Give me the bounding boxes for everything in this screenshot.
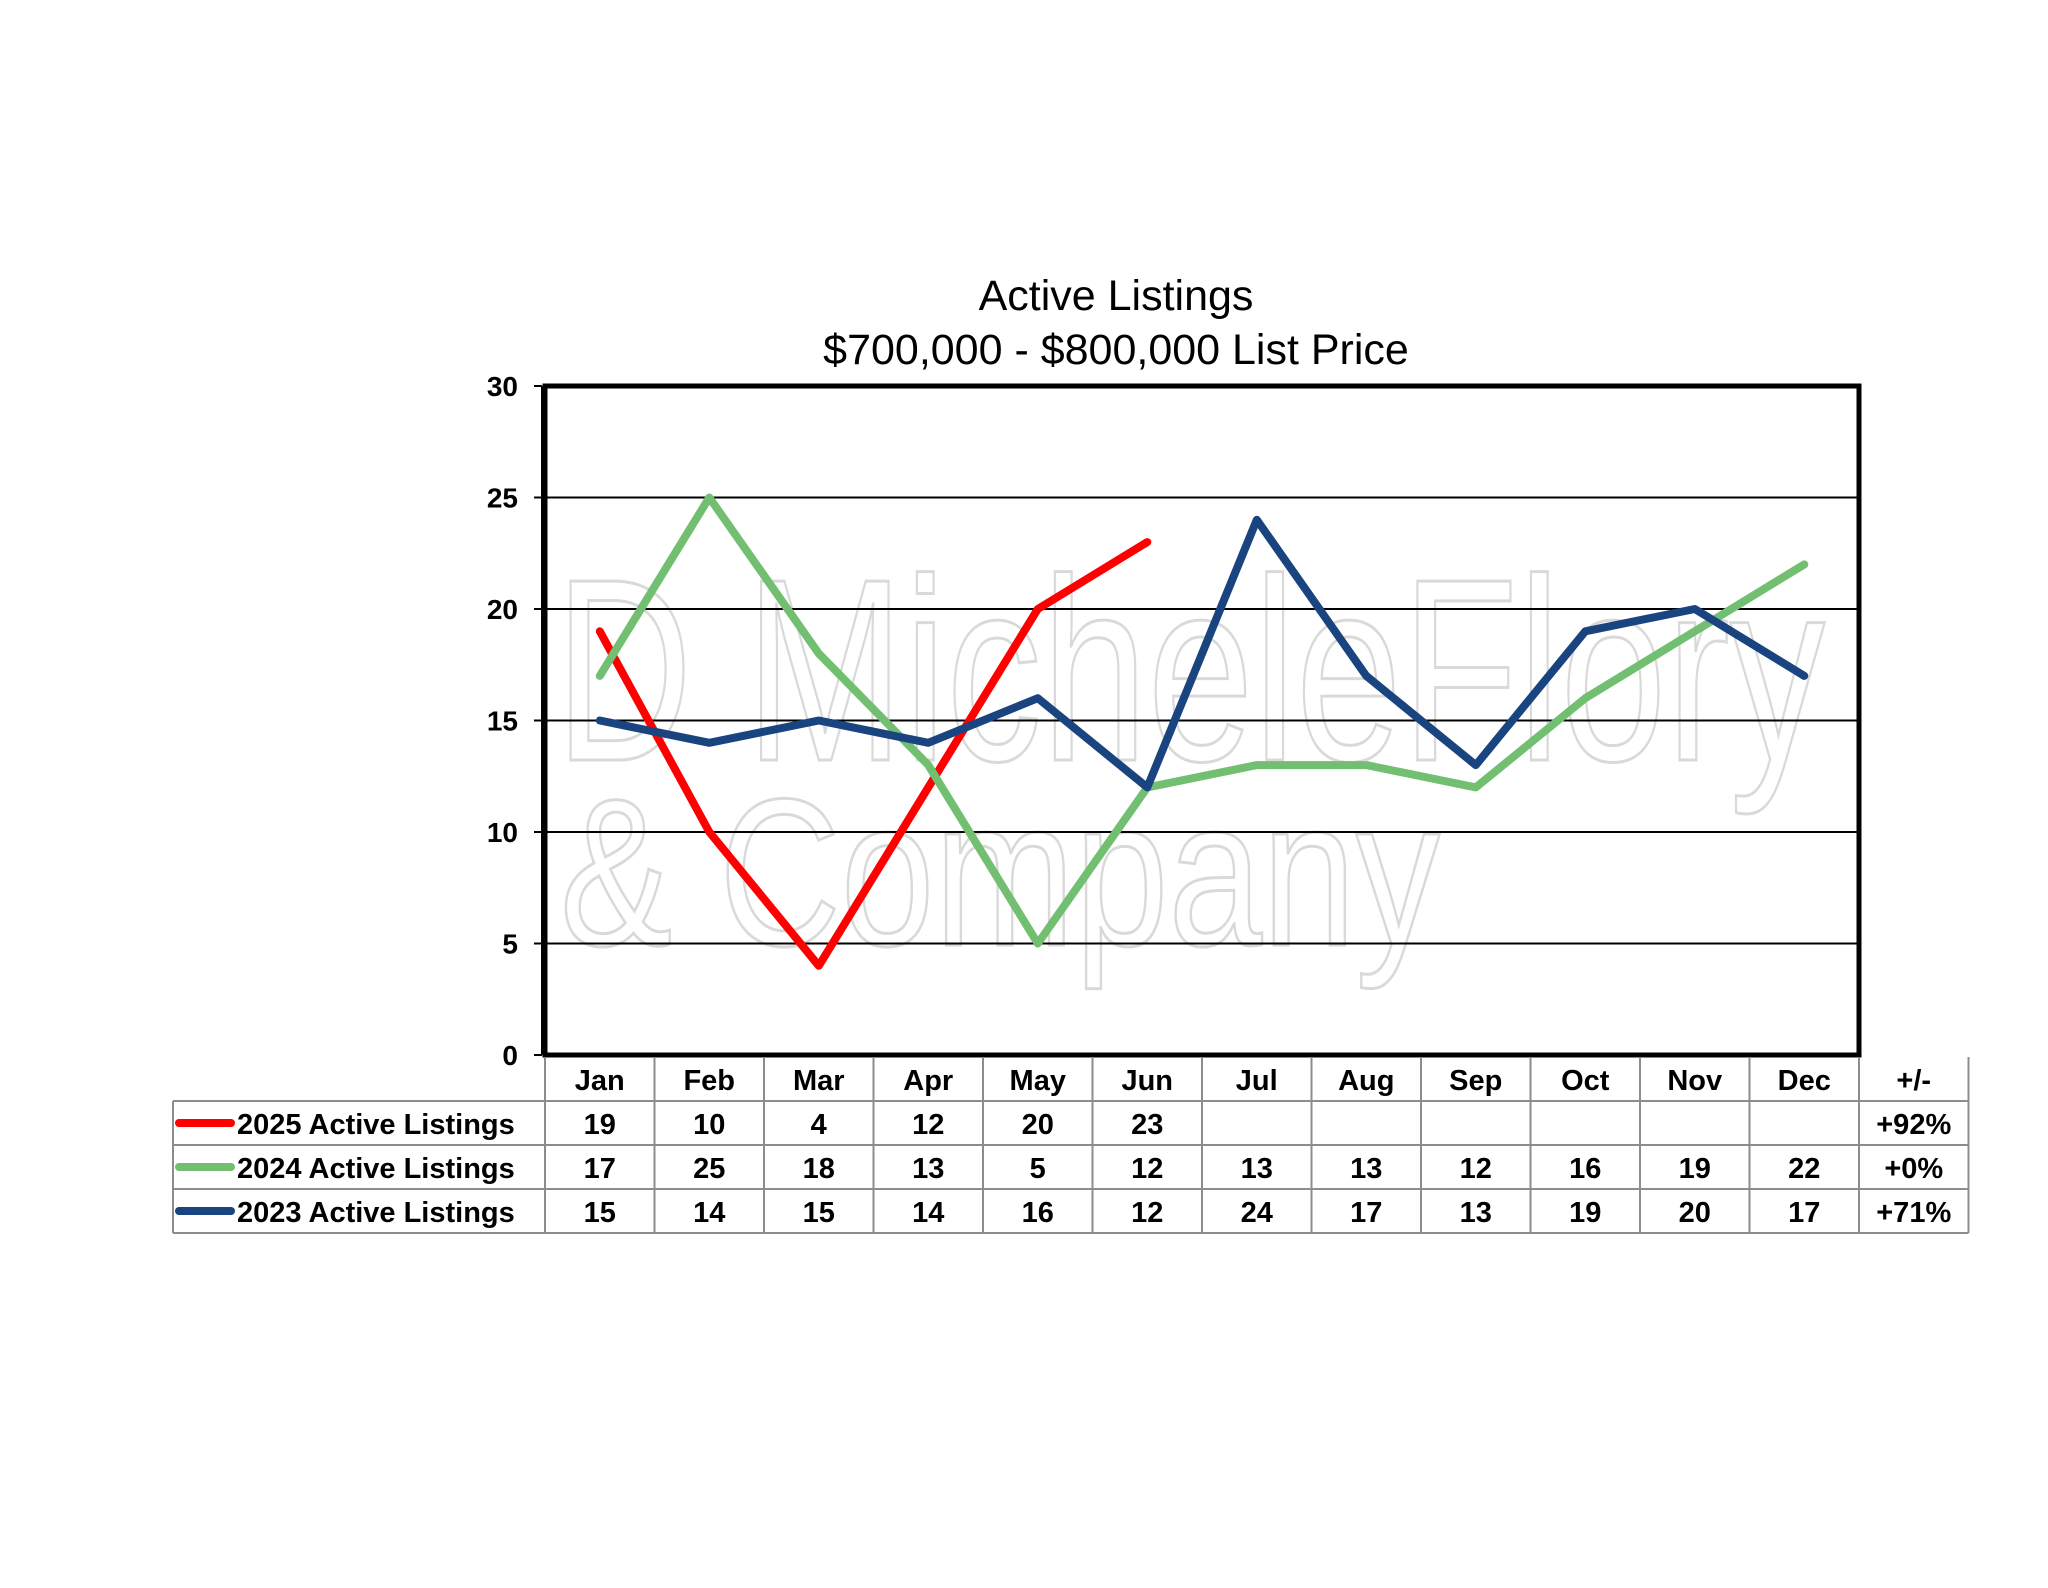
legend-label-3: 2023 Active Listings: [237, 1197, 515, 1229]
table-header-month: Jan: [575, 1065, 625, 1097]
watermark: D MicheleFlory & Company: [554, 525, 1827, 992]
table-header-month: Mar: [793, 1065, 845, 1097]
y-tick-label: 10: [487, 817, 518, 848]
table-cell: 19: [584, 1109, 616, 1141]
y-tick-label: 25: [487, 483, 518, 514]
table-cell: 13: [912, 1153, 944, 1185]
table-cell: 12: [912, 1109, 944, 1141]
table-cell: 4: [811, 1109, 827, 1141]
table-cell: 17: [1350, 1197, 1382, 1229]
series-line-3: [595, 515, 1809, 792]
table-cell: 20: [1679, 1197, 1711, 1229]
table-cell-change: +92%: [1876, 1109, 1951, 1141]
table-header-month: May: [1010, 1065, 1066, 1097]
series-line-2: [595, 493, 1809, 948]
table-cell: 12: [1131, 1197, 1163, 1229]
table-cell: 17: [584, 1153, 616, 1185]
y-tick-label: 5: [502, 929, 518, 960]
table-cell: 22: [1788, 1153, 1820, 1185]
table-cell: 15: [584, 1197, 616, 1229]
table-header-month: Nov: [1667, 1065, 1722, 1097]
table-cell-change: +0%: [1884, 1153, 1943, 1185]
table-cell: 17: [1788, 1197, 1820, 1229]
table-cell: 25: [693, 1153, 725, 1185]
table-header-month: Jun: [1121, 1065, 1173, 1097]
grid: [545, 496, 1859, 945]
y-tick-label: 20: [487, 594, 518, 625]
table-cell: 23: [1131, 1109, 1163, 1141]
table-header-month: Aug: [1338, 1065, 1394, 1097]
table-cell: 14: [693, 1197, 725, 1229]
table-cell: 13: [1460, 1197, 1492, 1229]
table-cell: 19: [1679, 1153, 1711, 1185]
chart-subtitle: $700,000 - $800,000 List Price: [823, 326, 1409, 374]
chart-title: Active Listings: [979, 272, 1254, 320]
table-header-month: Dec: [1778, 1065, 1831, 1097]
y-tick-label: 0: [502, 1040, 518, 1071]
series-line-1: [595, 538, 1152, 970]
table-cell: 12: [1460, 1153, 1492, 1185]
table-header-month: Apr: [903, 1065, 953, 1097]
table-header-change: +/-: [1896, 1065, 1931, 1097]
watermark-line-2: & Company: [560, 755, 1440, 990]
table-cell: 16: [1569, 1153, 1601, 1185]
plot-frame: [542, 383, 1862, 1058]
table-header-month: Feb: [683, 1065, 735, 1097]
table-cell: 24: [1241, 1197, 1273, 1229]
table-cell: 19: [1569, 1197, 1601, 1229]
table-cell: 18: [803, 1153, 835, 1185]
table-cell: 5: [1030, 1153, 1046, 1185]
table-cell: 15: [803, 1197, 835, 1229]
table-cell-change: +71%: [1876, 1197, 1951, 1229]
series-lines: [595, 493, 1809, 970]
table-cell: 16: [1022, 1197, 1054, 1229]
table-cell: 12: [1131, 1153, 1163, 1185]
table-cell: 13: [1241, 1153, 1273, 1185]
table-header-month: Oct: [1561, 1065, 1610, 1097]
data-table: Jan Feb Mar Apr May Jun Jul Aug Sep Oct Nov Dec +/- 2…: [172, 1057, 1970, 1234]
legend-label-2: 2024 Active Listings: [237, 1153, 515, 1185]
table-cell: 13: [1350, 1153, 1382, 1185]
plot-border: [542, 383, 1862, 1058]
table-cell: 10: [693, 1109, 725, 1141]
table-cell: 14: [912, 1197, 944, 1229]
legend-label-1: 2025 Active Listings: [237, 1109, 515, 1141]
y-tick-label: 15: [487, 706, 518, 737]
y-tick-label: 30: [487, 371, 518, 402]
table-cell: 20: [1022, 1109, 1054, 1141]
table-header-month: Sep: [1449, 1065, 1502, 1097]
y-axis: 0 5 10 15 20 25 30: [487, 371, 543, 1071]
table-header-month: Jul: [1236, 1065, 1278, 1097]
